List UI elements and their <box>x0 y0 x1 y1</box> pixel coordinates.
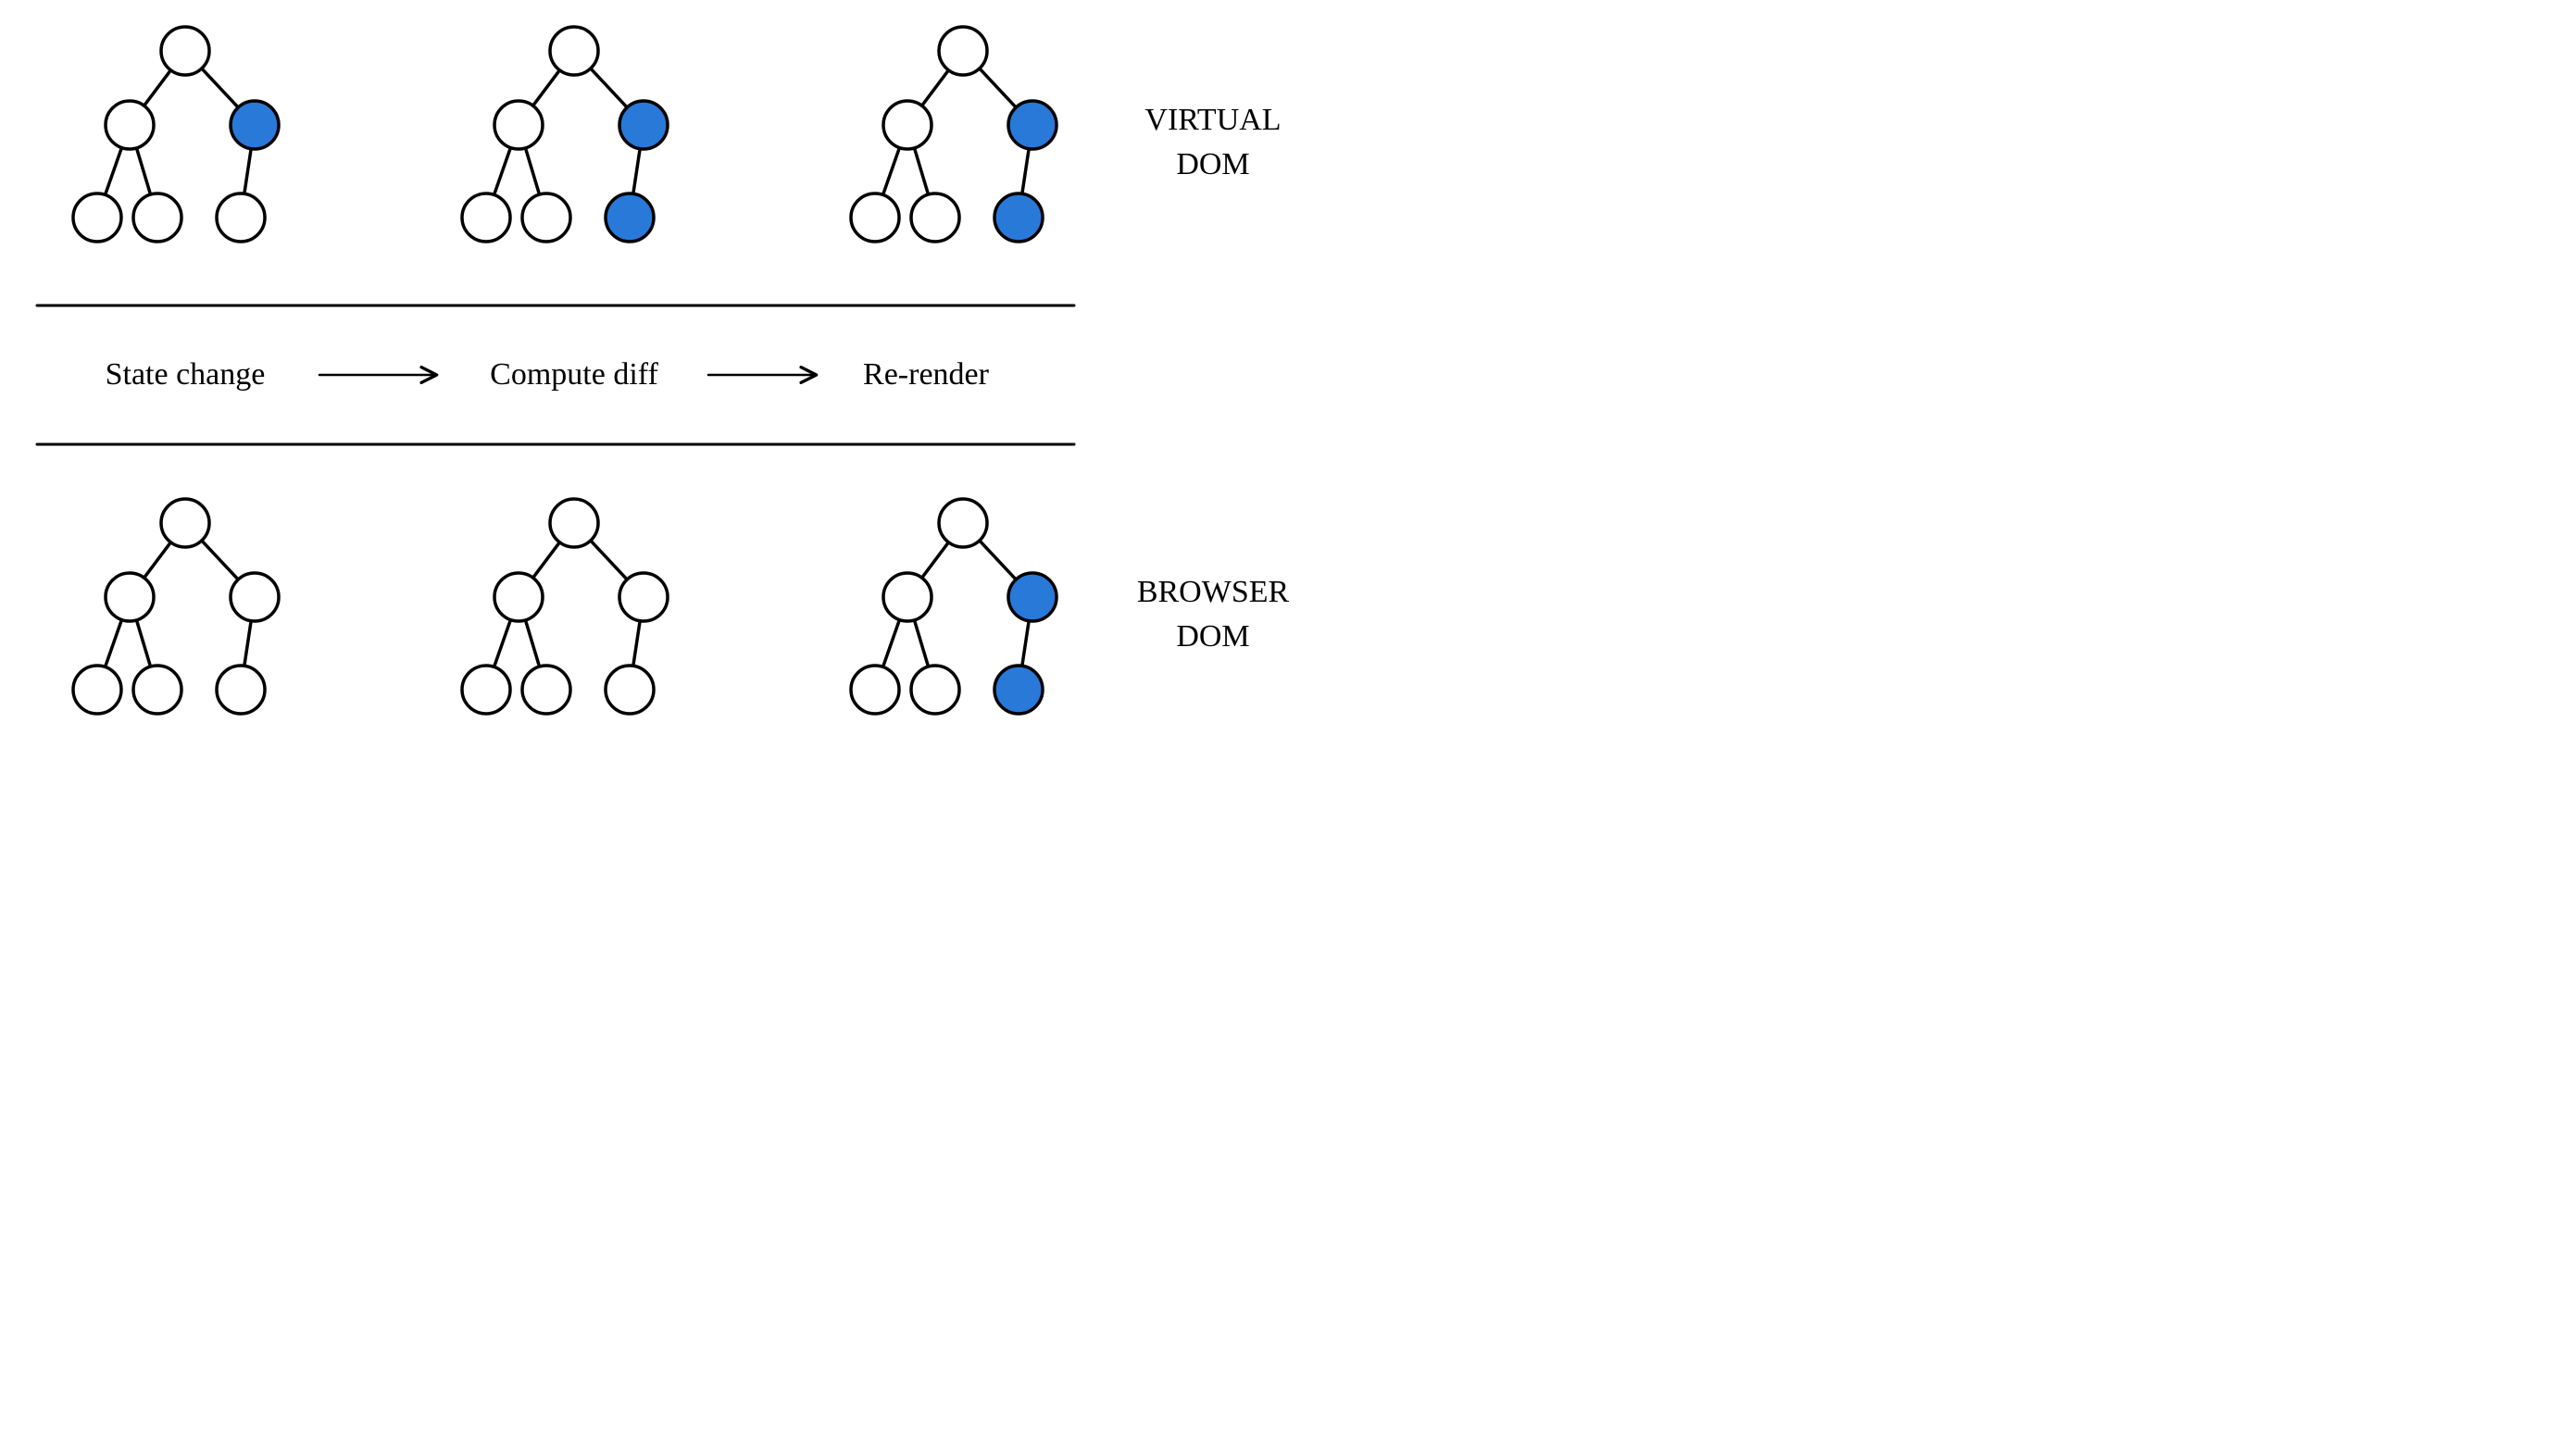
tree-node <box>231 101 279 149</box>
tree-node <box>851 193 899 242</box>
side-label: BROWSER DOM <box>1137 575 1290 654</box>
tree-node <box>939 27 987 75</box>
tree-node <box>550 27 598 75</box>
flow-step-label: Re-render <box>863 357 990 392</box>
tree-node <box>994 666 1043 714</box>
tree-node <box>522 666 570 714</box>
flow-step-label: State change <box>106 357 266 392</box>
tree-node <box>133 666 181 714</box>
tree-node <box>73 193 121 242</box>
tree-node <box>606 193 654 242</box>
tree-vdom-3 <box>851 27 1057 242</box>
tree-bdom-2 <box>462 499 668 714</box>
tree-node <box>606 666 654 714</box>
tree-node <box>994 193 1043 242</box>
tree-node <box>883 573 932 621</box>
tree-node <box>161 499 209 547</box>
tree-node <box>217 193 265 242</box>
tree-node <box>550 499 598 547</box>
tree-node <box>939 499 987 547</box>
side-label: VIRTUAL DOM <box>1144 103 1281 181</box>
tree-node <box>231 573 279 621</box>
tree-node <box>1008 101 1057 149</box>
tree-node <box>883 101 932 149</box>
tree-node <box>851 666 899 714</box>
tree-node <box>106 573 154 621</box>
tree-node <box>133 193 181 242</box>
tree-node <box>106 101 154 149</box>
tree-bdom-1 <box>73 499 279 714</box>
tree-node <box>522 193 570 242</box>
diagram-canvas: State change Compute diff Re-render VIRTUAL… <box>0 0 1370 768</box>
tree-node <box>494 101 543 149</box>
tree-vdom-1 <box>73 27 279 242</box>
tree-node <box>73 666 121 714</box>
tree-node <box>911 193 959 242</box>
tree-node <box>161 27 209 75</box>
tree-node <box>462 193 510 242</box>
tree-vdom-2 <box>462 27 668 242</box>
tree-node <box>1008 573 1057 621</box>
tree-bdom-3 <box>851 499 1057 714</box>
tree-node <box>217 666 265 714</box>
tree-node <box>619 573 668 621</box>
tree-node <box>911 666 959 714</box>
side-label-line: BROWSER <box>1137 575 1290 609</box>
flow-step-label: Compute diff <box>490 357 658 392</box>
side-label-line: VIRTUAL <box>1144 103 1281 137</box>
side-label-line: DOM <box>1176 619 1249 654</box>
side-label-line: DOM <box>1176 147 1249 181</box>
tree-node <box>619 101 668 149</box>
tree-node <box>494 573 543 621</box>
tree-node <box>462 666 510 714</box>
